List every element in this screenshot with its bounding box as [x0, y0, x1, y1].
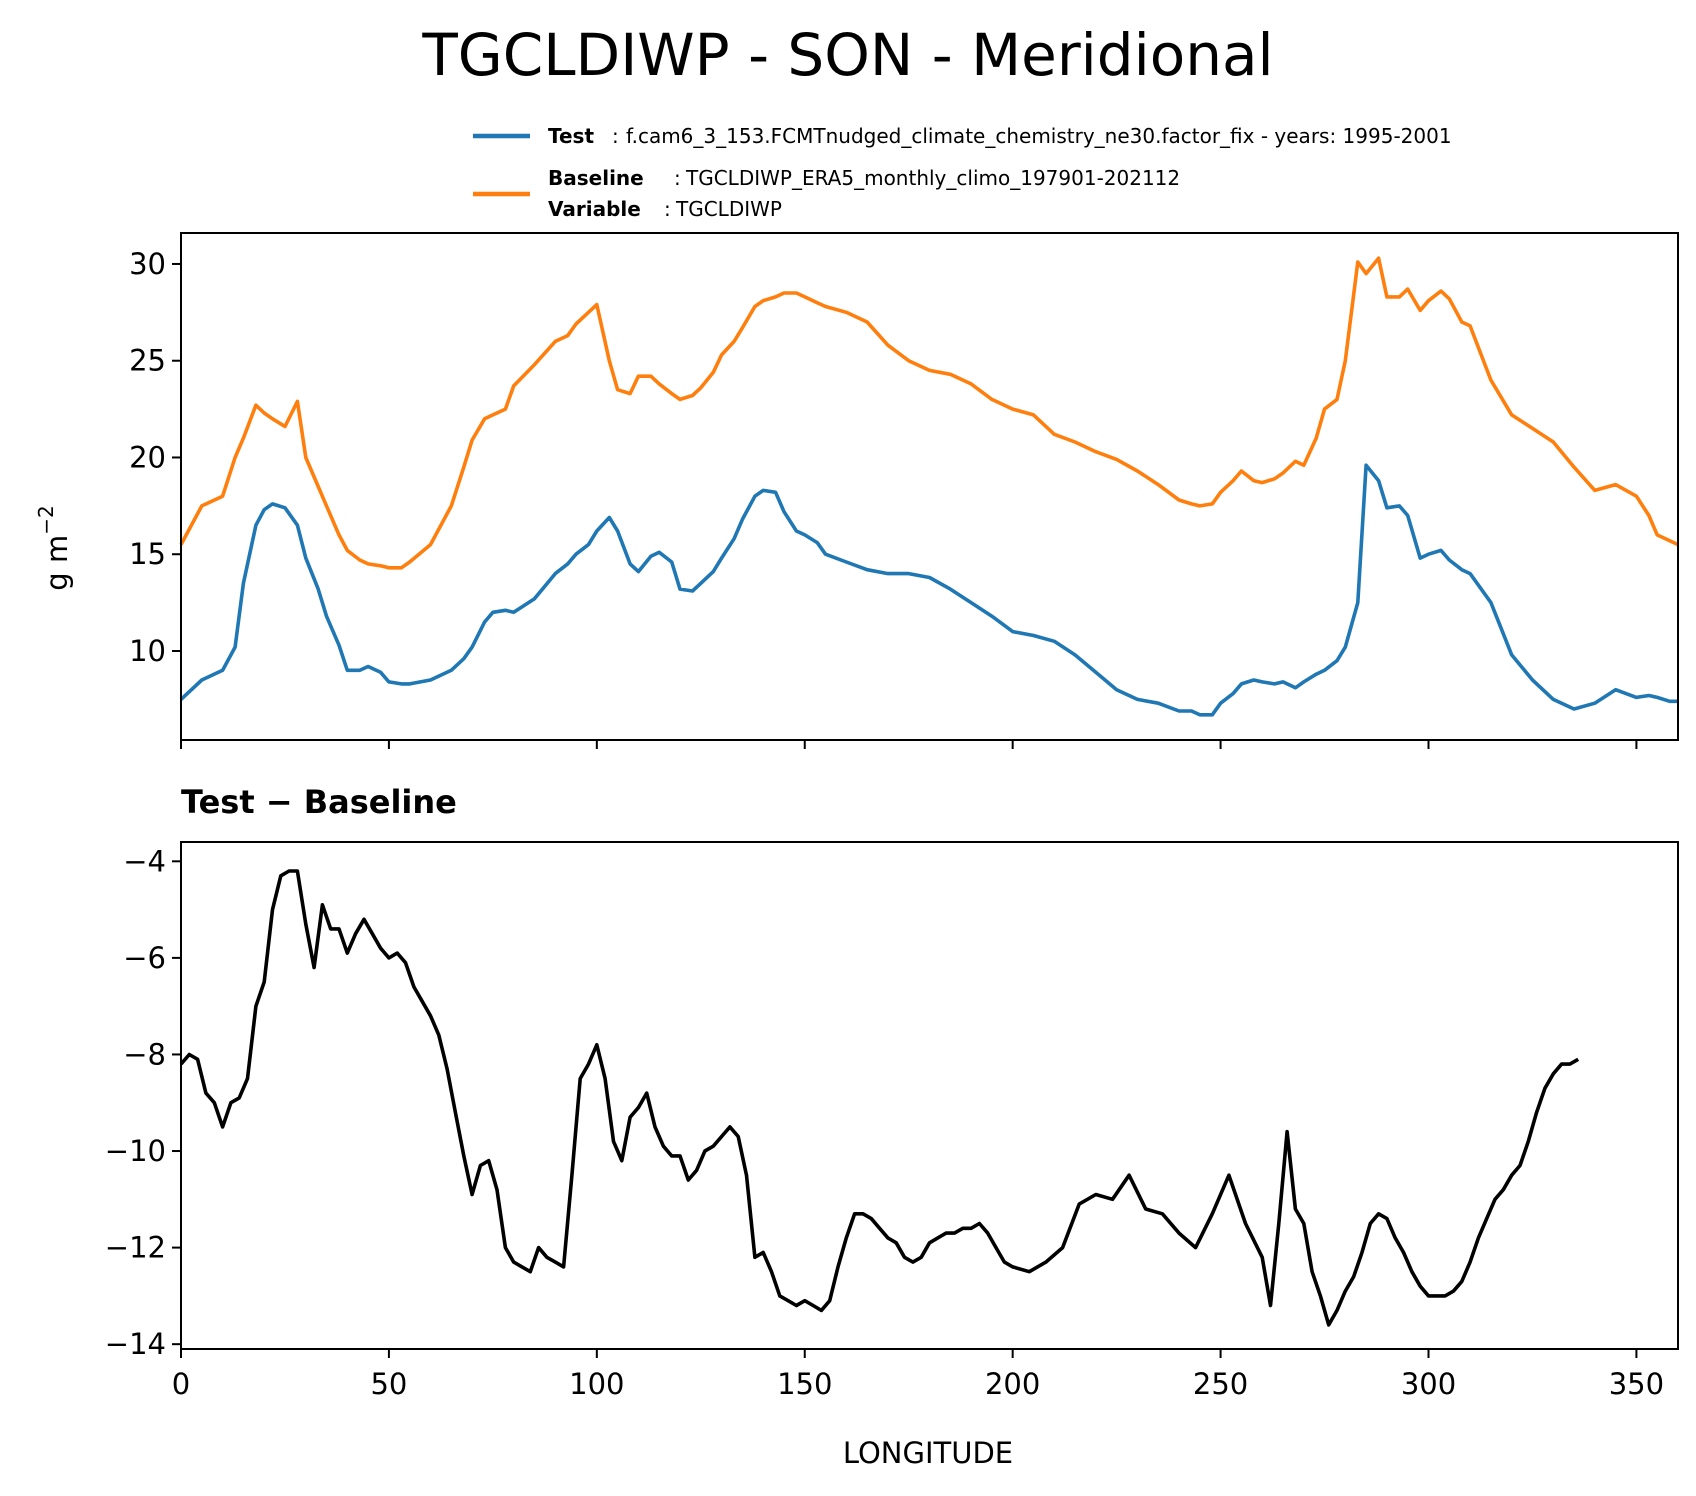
bottom-xtick-label: 350 — [1609, 1367, 1664, 1401]
legend-baseline-colon: : — [674, 166, 681, 190]
legend-test-key: Test — [548, 124, 594, 148]
top-frame — [180, 232, 1679, 741]
bottom-ytick-label: −6 — [123, 941, 166, 975]
y-axis-label-exponent: −2 — [34, 505, 58, 534]
bottom-xtick-label: 50 — [370, 1367, 407, 1401]
bottom-ytick-label: −8 — [123, 1037, 166, 1071]
top-panel: 10 15 20 25 30 — [129, 232, 1679, 749]
top-ytick-label: 30 — [129, 247, 166, 281]
top-ytick-label: 15 — [129, 537, 166, 571]
bottom-xtick-label: 100 — [569, 1367, 624, 1401]
top-ytick-label: 20 — [129, 440, 166, 474]
legend-test-text: f.cam6_3_153.FCMTnudged_climate_chemistr… — [626, 124, 1452, 148]
legend-baseline-key: Baseline — [548, 166, 644, 190]
top-ytick-label: 25 — [129, 344, 166, 378]
bottom-ytick-label: −4 — [123, 844, 166, 878]
bottom-xtick-label: 150 — [777, 1367, 832, 1401]
legend-test-colon: : — [612, 124, 619, 148]
bottom-ytick-label: −10 — [105, 1134, 166, 1168]
figure-title: TGCLDIWP - SON - Meridional — [421, 21, 1273, 89]
bottom-series-test-baseline — [179, 869, 1580, 1327]
legend: Test : f.cam6_3_153.FCMTnudged_climate_c… — [473, 124, 1452, 221]
bottom-ytick-label: −14 — [105, 1327, 166, 1361]
bottom-panel: −4 −6 −8 −10 −12 −140 50 100 150 200 250 300 350 — [105, 841, 1679, 1401]
bottom-xtick-label: 0 — [172, 1367, 190, 1401]
legend-variable-colon: : — [664, 197, 671, 221]
legend-variable-text: TGCLDIWP — [675, 197, 782, 221]
legend-variable-key: Variable — [548, 197, 641, 221]
top-ytick-label: 10 — [129, 634, 166, 668]
bottom-xtick-label: 250 — [1193, 1367, 1248, 1401]
bottom-xtick-label: 200 — [985, 1367, 1040, 1401]
top-series-baseline — [179, 256, 1679, 570]
y-axis-label: g m−2 — [34, 505, 74, 590]
x-axis-label: LONGITUDE — [843, 1436, 1013, 1470]
bottom-frame — [180, 841, 1679, 1350]
bottom-xtick-label: 300 — [1401, 1367, 1456, 1401]
bottom-panel-title: Test − Baseline — [181, 783, 457, 821]
top-series-test — [179, 463, 1678, 717]
y-axis-label-unit: g m — [40, 535, 74, 591]
bottom-ytick-label: −12 — [105, 1231, 166, 1265]
legend-baseline-text: TGCLDIWP_ERA5_monthly_climo_197901-20211… — [685, 166, 1180, 190]
